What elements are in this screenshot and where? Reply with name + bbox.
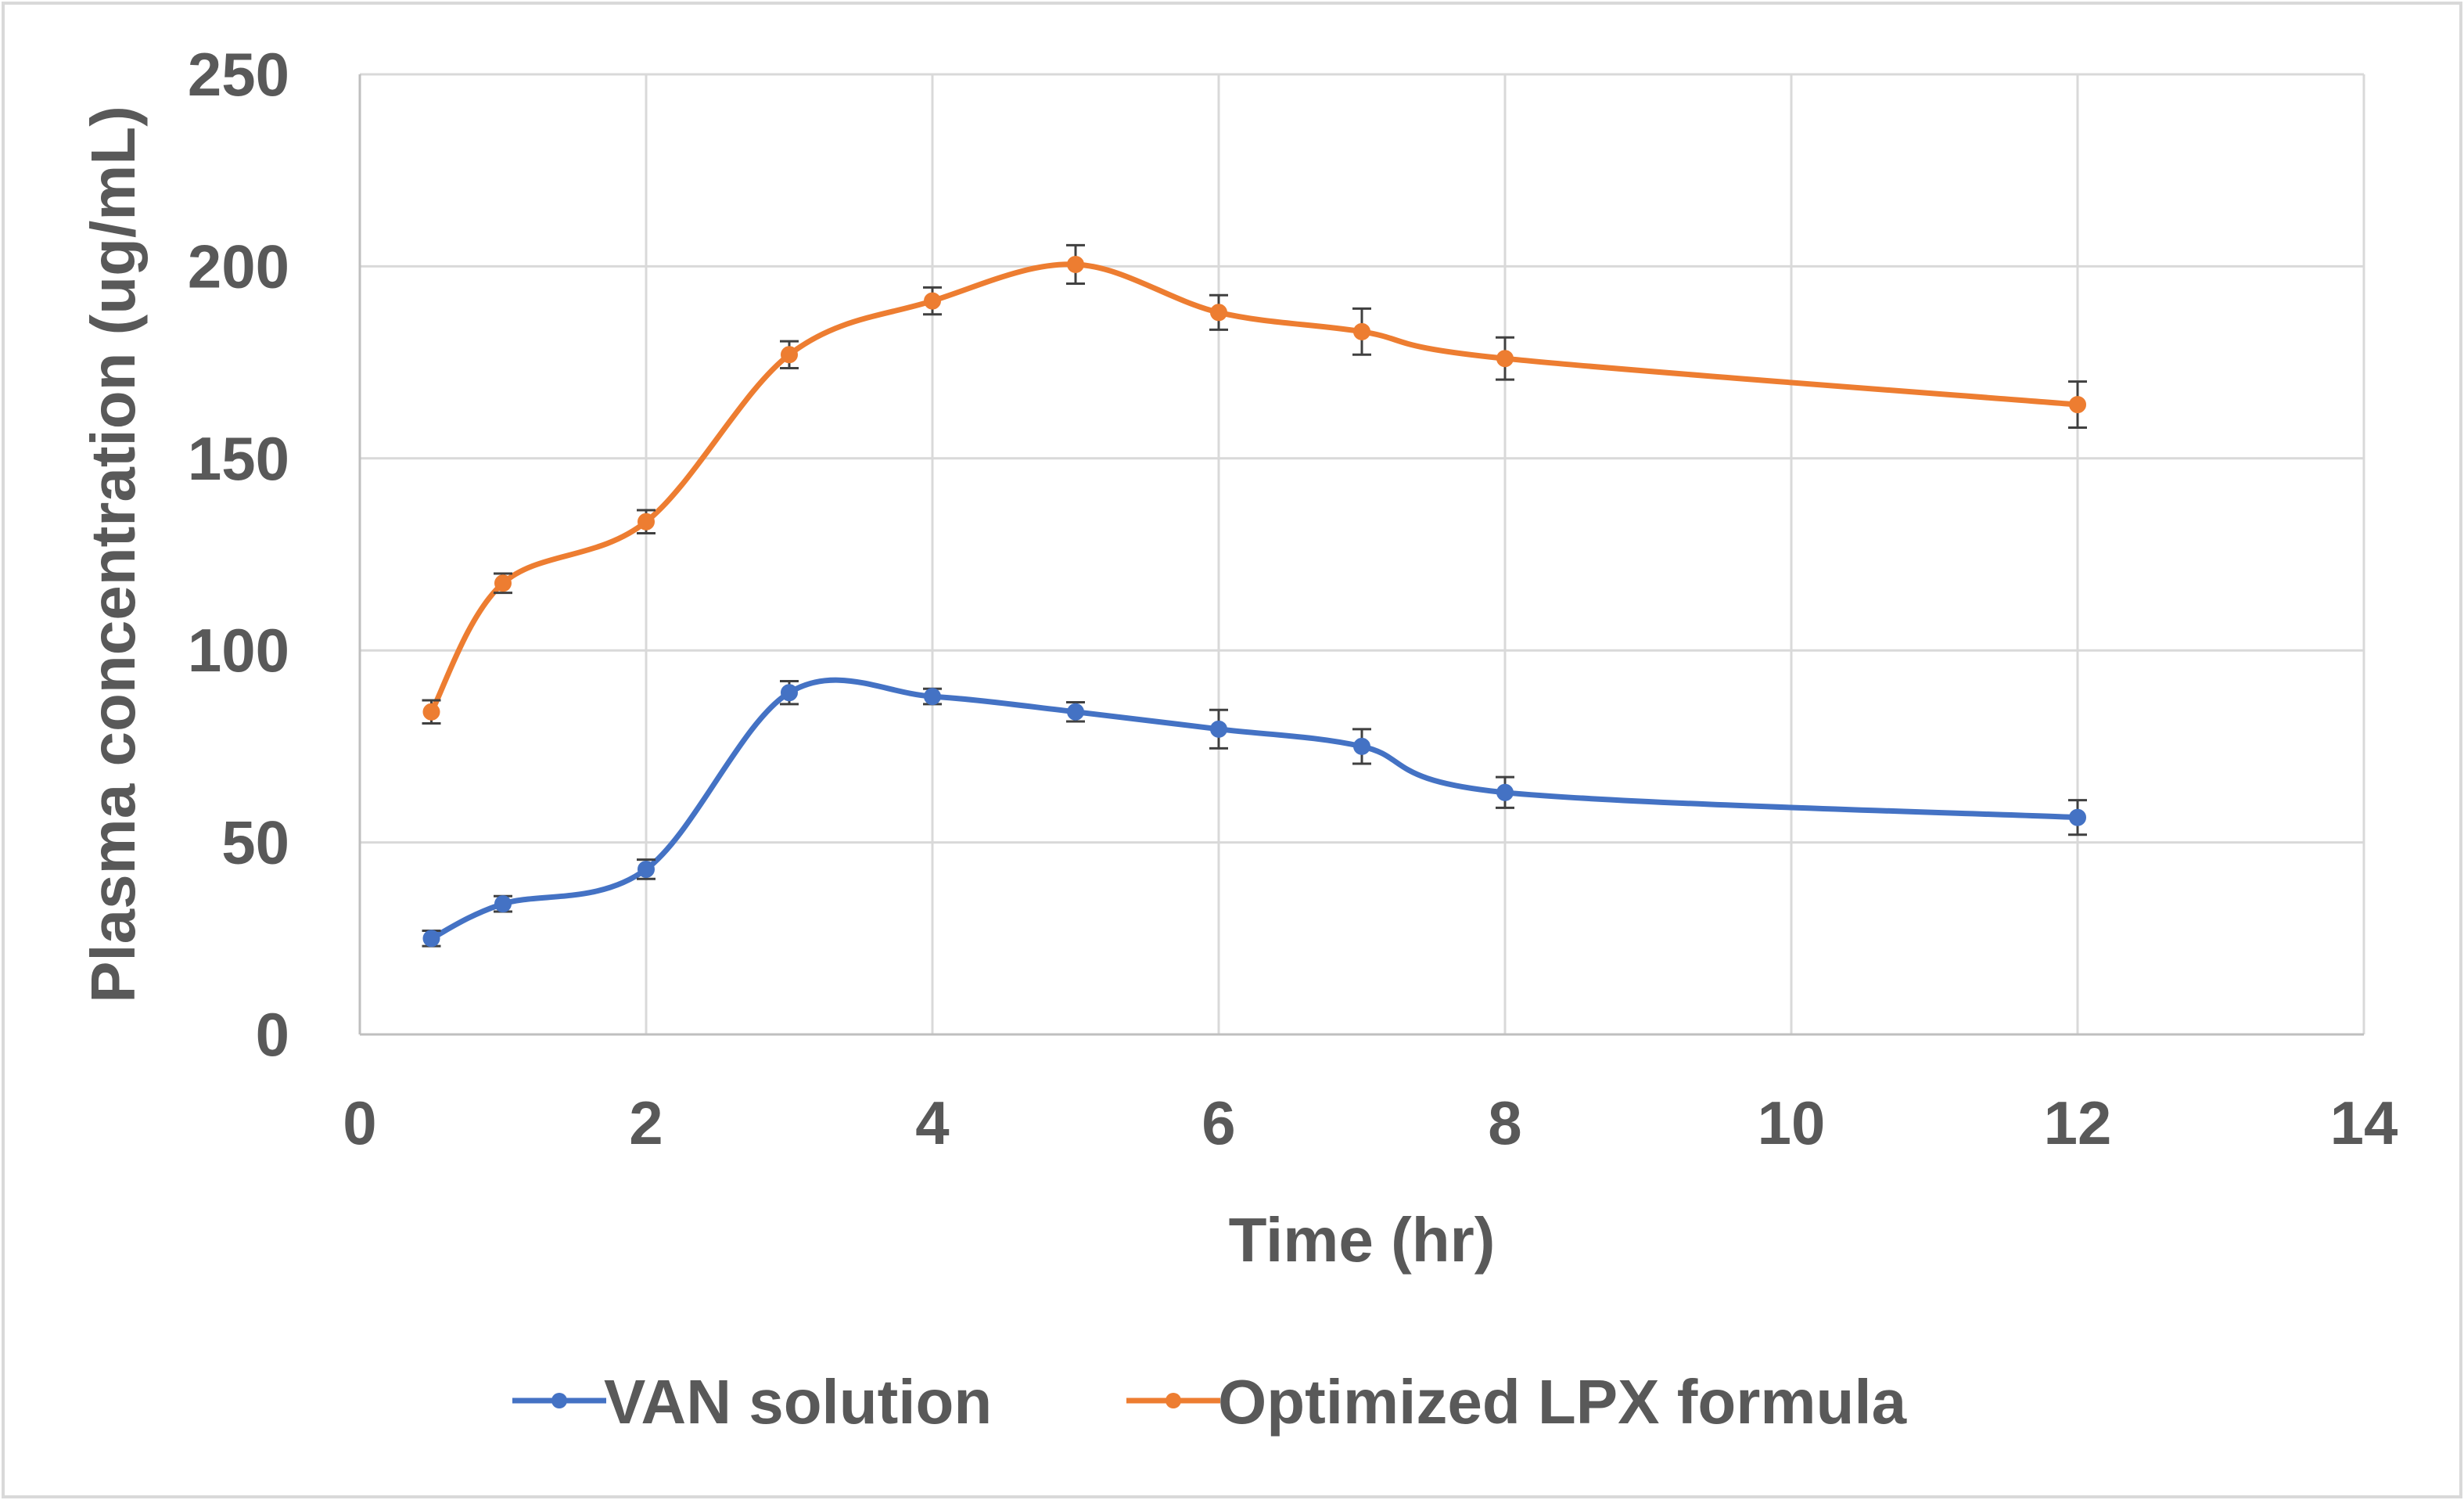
legend-swatch-marker bbox=[551, 1393, 567, 1408]
data-point bbox=[422, 930, 440, 948]
legend-label: Optimized LPX formula bbox=[1218, 1367, 1907, 1437]
data-point bbox=[638, 513, 655, 531]
data-point bbox=[924, 688, 941, 706]
series-line bbox=[429, 261, 2081, 715]
data-point bbox=[1067, 703, 1084, 721]
series bbox=[422, 243, 2087, 948]
data-point bbox=[2069, 396, 2086, 414]
data-point bbox=[2069, 808, 2086, 826]
series-optimized-lpx-formula bbox=[422, 243, 2087, 725]
x-tick-label: 8 bbox=[1488, 1088, 1521, 1157]
data-point bbox=[1496, 350, 1514, 368]
legend-swatch-marker bbox=[1166, 1393, 1181, 1408]
data-point bbox=[638, 860, 655, 878]
axes bbox=[358, 74, 2364, 1036]
y-tick-label: 0 bbox=[256, 1000, 289, 1069]
x-tick-label: 10 bbox=[1758, 1088, 1826, 1157]
y-tick-label: 50 bbox=[221, 808, 289, 877]
data-point bbox=[1353, 322, 1370, 340]
legend: VAN solution Optimized LPX formula bbox=[512, 1367, 1907, 1437]
y-tick-label: 250 bbox=[188, 40, 289, 109]
x-tick-label: 14 bbox=[2330, 1088, 2398, 1157]
x-axis-title: Time (hr) bbox=[1229, 1205, 1496, 1275]
x-tick-label: 2 bbox=[629, 1088, 663, 1157]
data-point bbox=[781, 684, 798, 702]
y-tick-label: 150 bbox=[188, 424, 289, 493]
y-axis-title: Plasma concentration (ug/mL) bbox=[78, 106, 148, 1003]
data-point bbox=[1496, 783, 1514, 801]
data-point bbox=[1210, 720, 1227, 738]
x-tick-label: 12 bbox=[2044, 1088, 2112, 1157]
data-point bbox=[1067, 255, 1084, 273]
x-tick-label: 4 bbox=[915, 1088, 949, 1157]
data-point bbox=[494, 574, 512, 592]
data-point bbox=[924, 292, 941, 310]
y-tick-label: 100 bbox=[188, 616, 289, 685]
legend-item: VAN solution bbox=[512, 1367, 992, 1437]
data-point bbox=[1210, 304, 1227, 322]
y-tick-label: 200 bbox=[188, 232, 289, 300]
legend-item: Optimized LPX formula bbox=[1126, 1367, 1907, 1437]
data-point bbox=[1353, 737, 1370, 755]
series-van-solution bbox=[422, 677, 2087, 948]
x-tick-label: 0 bbox=[343, 1088, 376, 1157]
data-point bbox=[781, 346, 798, 364]
legend-label: VAN solution bbox=[604, 1367, 992, 1437]
data-point bbox=[494, 895, 512, 913]
x-tick-label: 6 bbox=[1201, 1088, 1235, 1157]
data-point bbox=[422, 703, 440, 721]
labels: Time (hr) Plasma concentration (ug/mL) 0… bbox=[78, 40, 2398, 1275]
